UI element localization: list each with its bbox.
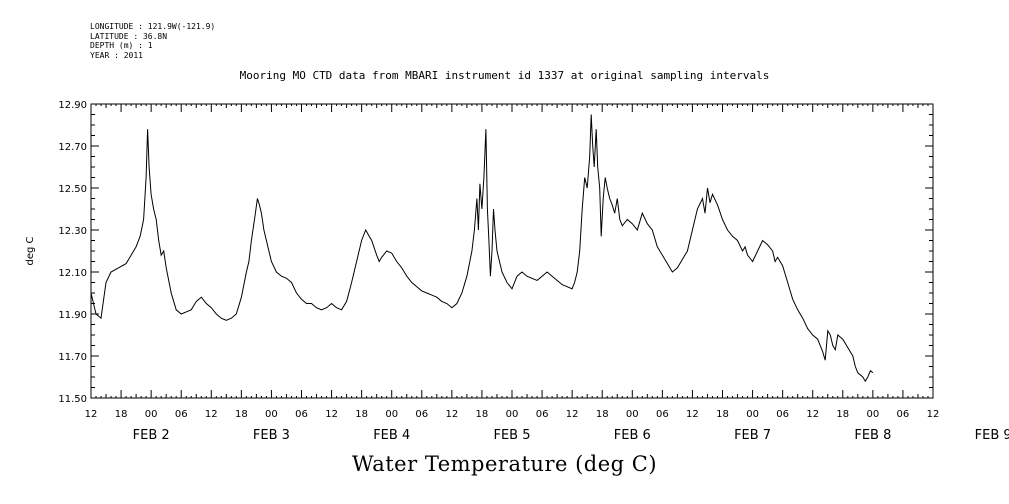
y-tick-label: 12.30 [58, 226, 87, 237]
x-hour-label: 18 [476, 409, 489, 420]
plot-frame [90, 103, 934, 399]
x-hour-label: 12 [566, 409, 579, 420]
meta-depth: DEPTH (m) : 1 [90, 41, 153, 50]
x-hour-label: 12 [85, 409, 98, 420]
x-date-label: FEB 2 [133, 428, 170, 443]
x-hour-label: 18 [596, 409, 609, 420]
x-hour-label: 18 [235, 409, 248, 420]
x-hour-label: 12 [205, 409, 218, 420]
x-hour-label: 18 [115, 409, 128, 420]
x-hour-label: 12 [686, 409, 699, 420]
x-hour-label: 00 [866, 409, 879, 420]
y-tick-label: 11.50 [58, 394, 87, 405]
x-hour-label: 06 [295, 409, 308, 420]
x-hour-label: 06 [536, 409, 549, 420]
x-hour-label: 00 [265, 409, 278, 420]
x-hour-label: 06 [415, 409, 428, 420]
metadata-block: LONGITUDE : 121.9W(-121.9) LATITUDE : 36… [90, 22, 215, 60]
meta-longitude: LONGITUDE : 121.9W(-121.9) [90, 22, 216, 31]
y-tick-label: 11.70 [58, 352, 87, 363]
x-hour-label: 06 [656, 409, 669, 420]
y-axis-label: deg C [25, 236, 36, 265]
x-hour-label: 12 [325, 409, 338, 420]
x-hour-label: 00 [506, 409, 519, 420]
y-tick-label: 11.90 [58, 310, 87, 321]
x-hour-label: 12 [927, 409, 940, 420]
x-hour-label: 00 [746, 409, 759, 420]
y-tick-label: 12.10 [58, 268, 87, 279]
bottom-title: Water Temperature (deg C) [351, 452, 658, 476]
x-date-label: FEB 4 [373, 428, 410, 443]
x-date-label: FEB 3 [253, 428, 290, 443]
x-hour-label: 00 [145, 409, 158, 420]
x-hour-label: 06 [175, 409, 188, 420]
x-date-label: FEB 9 [975, 428, 1009, 443]
x-axis: 12 18 00 06 12 18 00 06 12 18 00 06 12 18 00 06 12 18 00 06… [85, 104, 1009, 443]
x-hour-label: 00 [385, 409, 398, 420]
x-date-label: FEB 6 [614, 428, 651, 443]
x-hour-label: 00 [626, 409, 639, 420]
temperature-series-line [90, 114, 874, 383]
x-hour-label: 18 [355, 409, 368, 420]
x-hour-label: 12 [806, 409, 819, 420]
y-tick-label: 12.70 [58, 142, 87, 153]
x-hour-label: 18 [836, 409, 849, 420]
y-tick-label: 12.90 [58, 100, 87, 111]
x-hour-label: 18 [716, 409, 729, 420]
chart-title: Mooring MO CTD data from MBARI instrumen… [239, 69, 770, 82]
x-hour-label: 06 [776, 409, 789, 420]
x-date-label: FEB 7 [734, 428, 771, 443]
y-axis: 11.50 11.70 11.90 12.10 12.30 12.50 12.70 12.90 [58, 100, 933, 405]
x-date-label: FEB 8 [854, 428, 891, 443]
x-date-label: FEB 5 [493, 428, 530, 443]
x-hour-label: 06 [897, 409, 910, 420]
y-tick-label: 12.50 [58, 184, 87, 195]
meta-latitude: LATITUDE : 36.8N [90, 31, 168, 41]
x-hour-label: 12 [445, 409, 458, 420]
meta-year: YEAR : 2011 [90, 50, 143, 60]
